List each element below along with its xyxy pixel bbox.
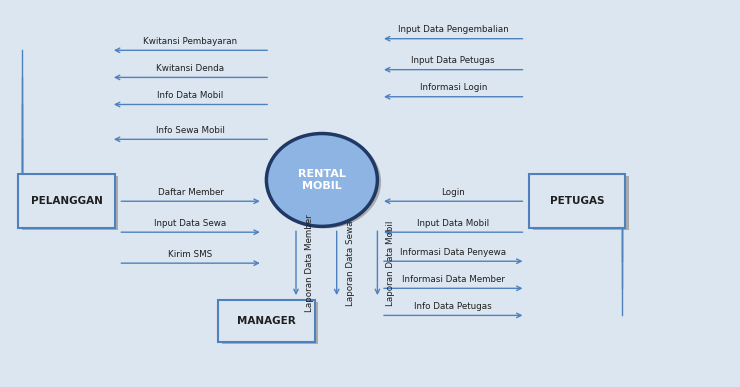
Text: Laporan Data Member: Laporan Data Member [305, 214, 314, 312]
Text: Laporan Data Mobil: Laporan Data Mobil [386, 221, 395, 306]
Ellipse shape [266, 134, 377, 226]
FancyBboxPatch shape [533, 176, 629, 230]
FancyBboxPatch shape [222, 302, 318, 344]
Text: PELANGGAN: PELANGGAN [30, 196, 103, 206]
Text: Daftar Member: Daftar Member [158, 188, 223, 197]
FancyBboxPatch shape [22, 176, 118, 230]
Text: Informasi Data Penyewa: Informasi Data Penyewa [400, 248, 506, 257]
FancyBboxPatch shape [18, 174, 115, 228]
Text: Info Data Mobil: Info Data Mobil [158, 91, 223, 100]
Text: Input Data Petugas: Input Data Petugas [411, 56, 495, 65]
Ellipse shape [270, 135, 381, 228]
Text: Informasi Data Member: Informasi Data Member [402, 275, 505, 284]
Text: Kirim SMS: Kirim SMS [169, 250, 212, 259]
Text: Input Data Sewa: Input Data Sewa [155, 219, 226, 228]
Text: MANAGER: MANAGER [237, 316, 296, 326]
Text: Input Data Mobil: Input Data Mobil [417, 219, 489, 228]
Text: Kwitansi Pembayaran: Kwitansi Pembayaran [144, 37, 238, 46]
Text: Input Data Pengembalian: Input Data Pengembalian [398, 25, 508, 34]
Text: Informasi Login: Informasi Login [420, 83, 487, 92]
Text: PETUGAS: PETUGAS [550, 196, 605, 206]
FancyBboxPatch shape [529, 174, 625, 228]
FancyBboxPatch shape [218, 300, 314, 342]
Text: Laporan Data Sewa: Laporan Data Sewa [346, 221, 354, 306]
Text: Login: Login [441, 188, 465, 197]
Text: RENTAL
MOBIL: RENTAL MOBIL [298, 169, 346, 191]
Text: Kwitansi Denda: Kwitansi Denda [156, 64, 225, 73]
Text: Info Sewa Mobil: Info Sewa Mobil [156, 126, 225, 135]
Text: Info Data Petugas: Info Data Petugas [414, 302, 492, 311]
